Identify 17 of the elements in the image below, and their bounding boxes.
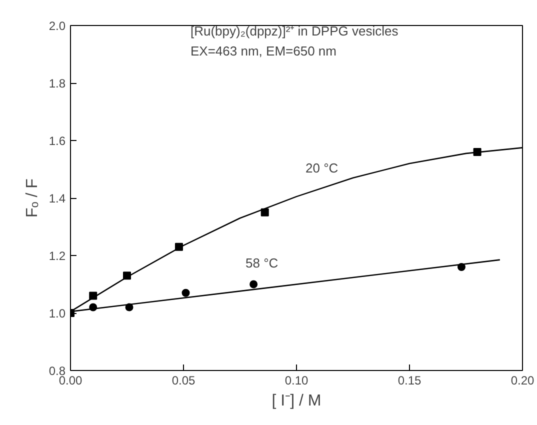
annotation: 20 °C [306, 160, 338, 176]
annotation: 58 °C [246, 256, 278, 270]
y-tick-label: 1.2 [48, 249, 66, 263]
x-tick-label: 0.05 [172, 374, 196, 388]
annotation: [Ru(bpy)₂(dppz)]²⁺ in DPPG vesicles [190, 24, 399, 38]
x-axis-title: [ I⁻] / M [272, 392, 322, 410]
x-tick-label: 0.10 [284, 374, 309, 388]
y-tick-label: 1.6 [48, 134, 66, 148]
y-tick-label: 1.4 [48, 192, 66, 206]
x-tick-label: 0.00 [58, 374, 83, 388]
y-tick-label: 2.0 [48, 19, 66, 33]
y-tick-label: 1.0 [48, 306, 66, 320]
annotation: EX=463 nm, EM=650 nm [190, 44, 336, 58]
y-tick-label: 1.8 [48, 76, 66, 90]
x-tick-label: 0.20 [510, 374, 535, 388]
x-tick-label: 0.15 [398, 374, 422, 388]
y-axis-title: Fₒ / F [24, 178, 41, 218]
